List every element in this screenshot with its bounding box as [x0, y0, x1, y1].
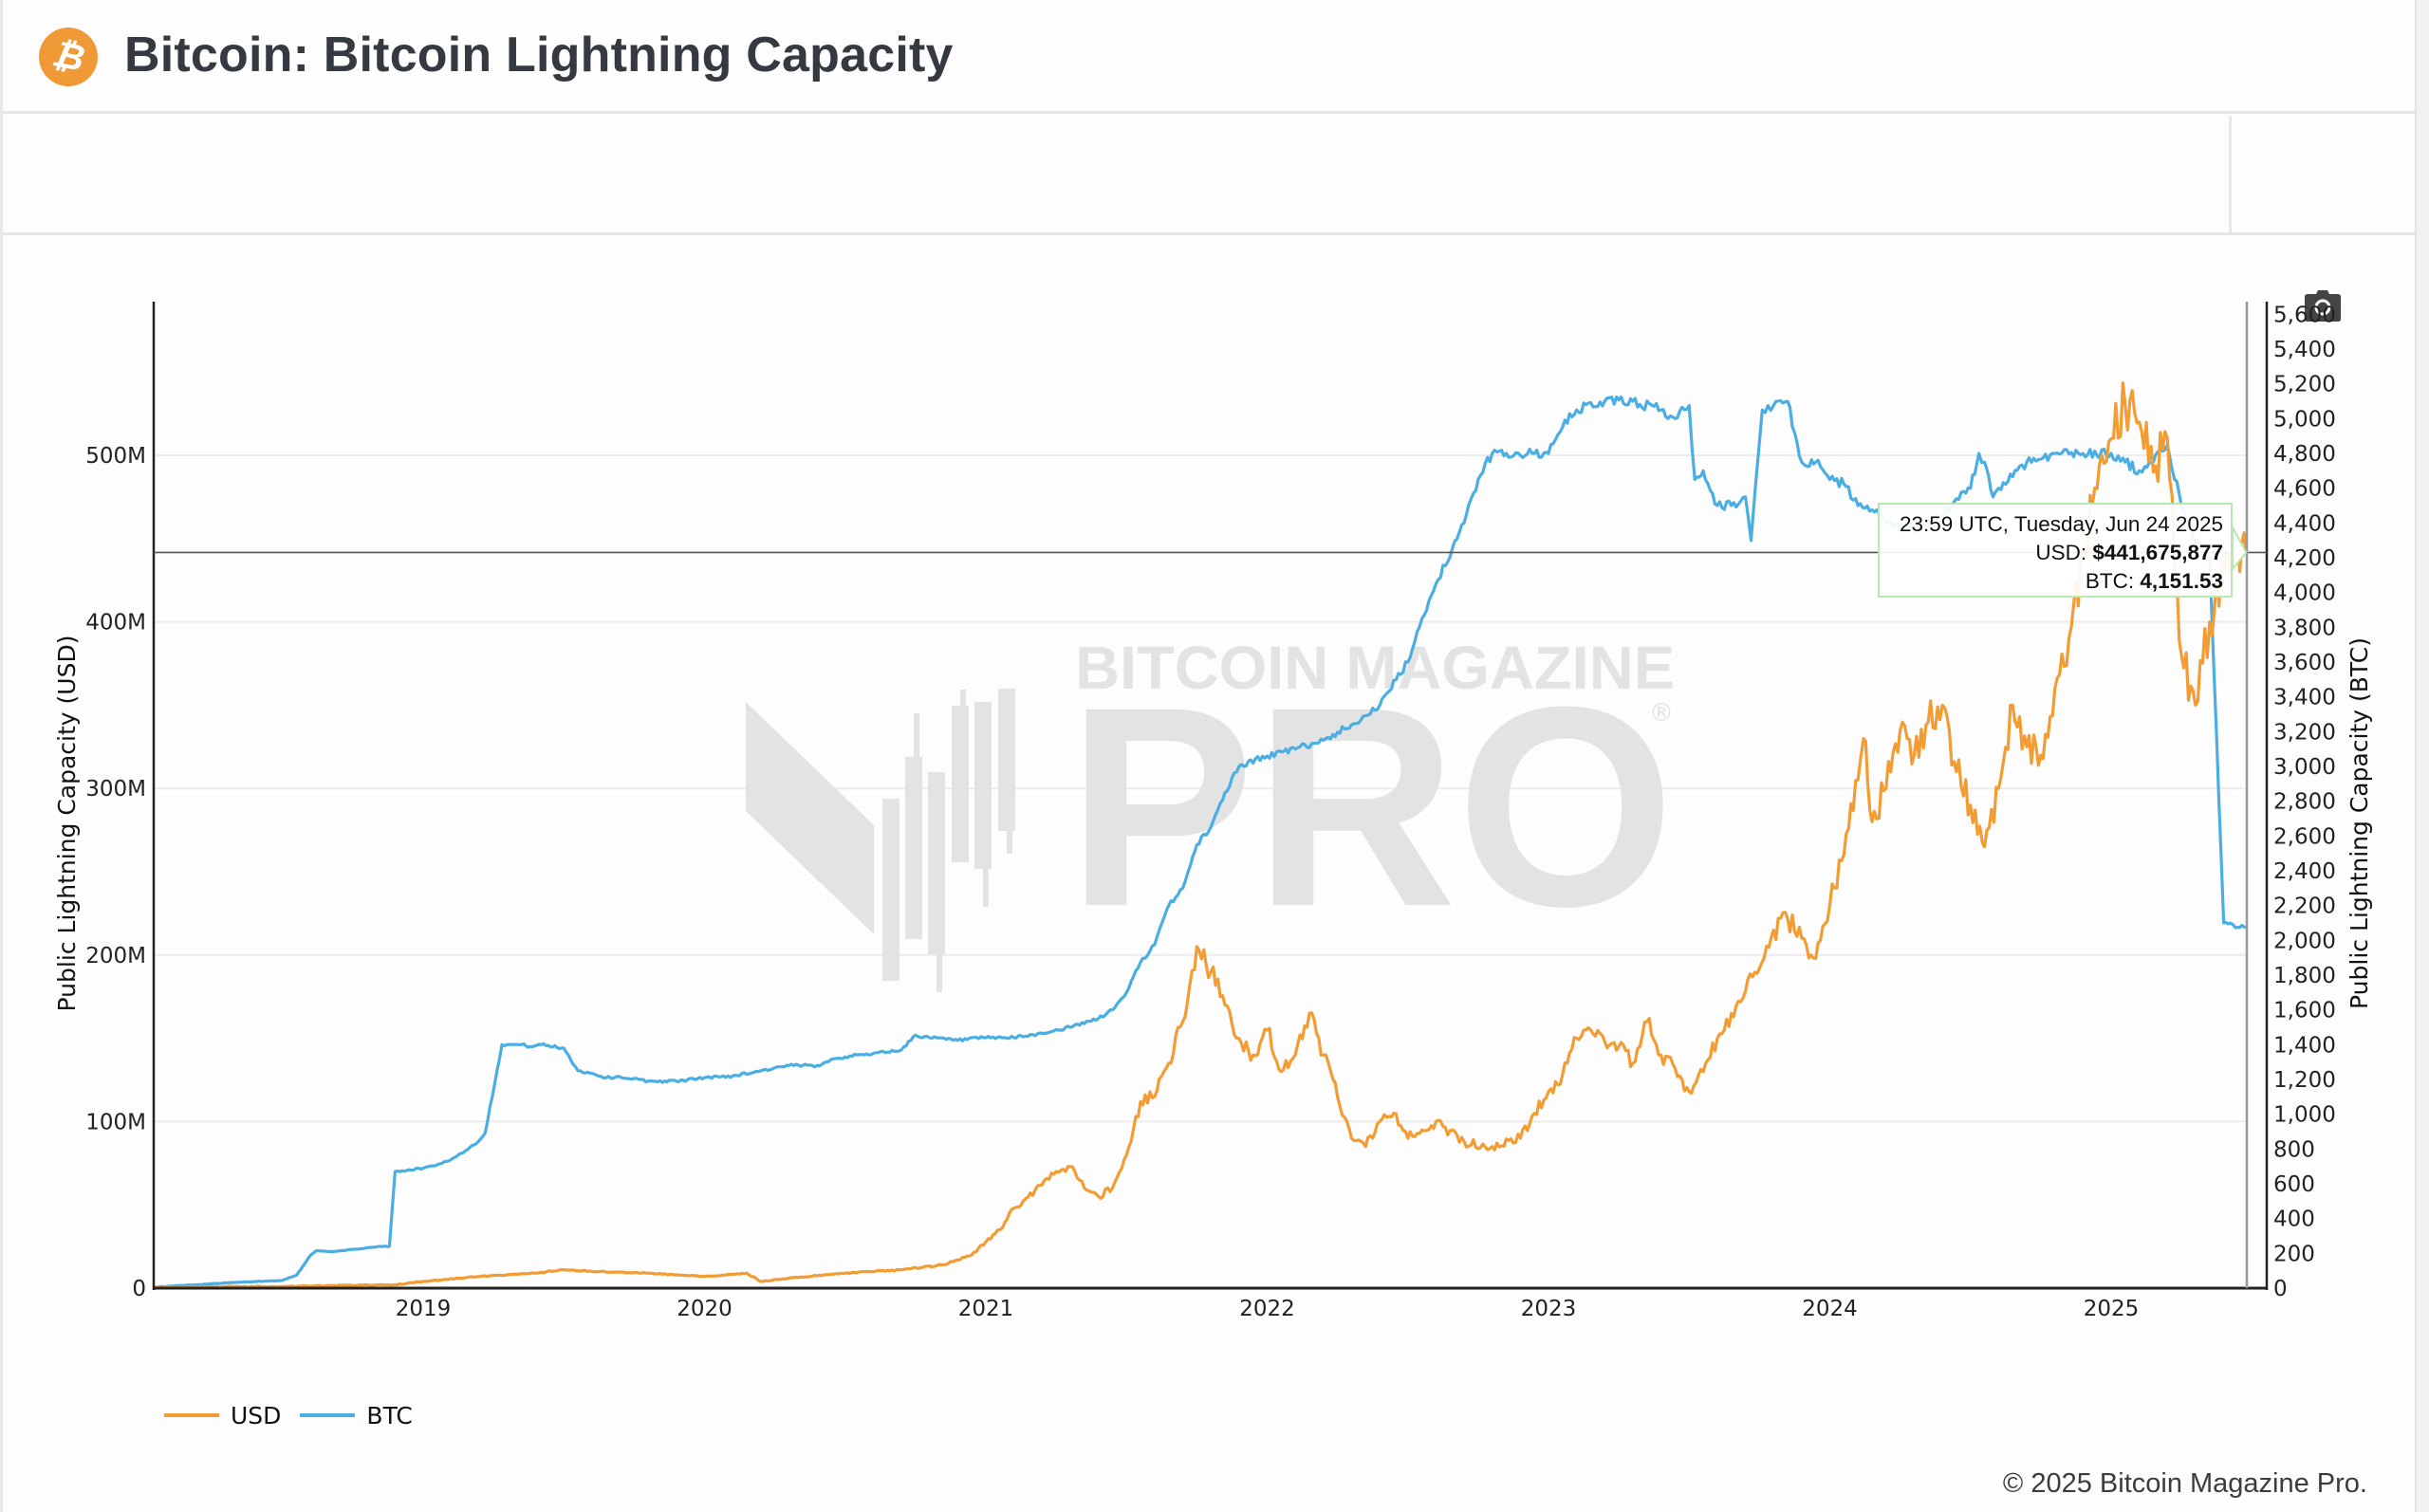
- y-left-tick-label: 400M: [85, 611, 146, 636]
- x-tick-label: 2024: [1802, 1297, 1858, 1321]
- legend-swatch-usd: [164, 1413, 219, 1417]
- y-right-tick-label: 3,800: [2273, 616, 2336, 640]
- y-left-tick-label: 0: [132, 1277, 146, 1301]
- y-right-tick-label: 3,400: [2273, 686, 2336, 710]
- x-tick-label: 2022: [1239, 1297, 1295, 1321]
- legend-item-usd[interactable]: USD: [164, 1402, 281, 1429]
- hover-tooltip: 23:59 UTC, Tuesday, Jun 24 2025 USD: $44…: [1878, 503, 2233, 598]
- y-right-tick-label: 1,400: [2273, 1033, 2336, 1058]
- watermark-registered: ®: [1649, 699, 1674, 728]
- y-right-tick-label: 3,600: [2273, 651, 2336, 675]
- legend-swatch-btc: [300, 1413, 356, 1417]
- y-right-tick-label: 600: [2273, 1172, 2315, 1197]
- watermark-top-text: BITCOIN MAGAZINE: [1075, 634, 1675, 702]
- legend-label-btc: BTC: [366, 1401, 413, 1429]
- y-right-tick-label: 4,200: [2273, 546, 2336, 571]
- lightning-capacity-chart: BITCOIN MAGAZINE PRO ® 0 100M 200M 300M 400M…: [53, 302, 2373, 1321]
- y-left-tick-label: 300M: [85, 777, 146, 802]
- x-tick-label: 2021: [958, 1297, 1014, 1321]
- y-right-tick-label: 1,200: [2273, 1068, 2336, 1093]
- y-left-tick-label: 100M: [85, 1110, 146, 1134]
- tooltip-btc-value: 4,151.53: [2140, 569, 2223, 593]
- y-right-tick-label: 2,000: [2273, 929, 2336, 953]
- y-right-tick-label: 1,000: [2273, 1103, 2336, 1128]
- watermark-logo-mark: [746, 689, 1015, 992]
- series-line-usd: [153, 381, 2248, 1290]
- watermark: BITCOIN MAGAZINE PRO ®: [746, 634, 1675, 992]
- y-right-tick-label: 2,200: [2273, 894, 2336, 919]
- toolbar-divider: [2229, 116, 2232, 232]
- legend-label-usd: USD: [231, 1401, 282, 1429]
- tooltip-usd-label: USD:: [2035, 541, 2093, 564]
- watermark-main-text: PRO: [1067, 647, 1675, 966]
- x-tick-label: 2023: [1521, 1297, 1577, 1321]
- bitcoin-icon: ₿: [39, 28, 98, 86]
- y-right-tick-label: 5,000: [2273, 407, 2336, 432]
- y-right-tick-label: 4,600: [2273, 477, 2336, 502]
- copyright-footer: © 2025 Bitcoin Magazine Pro.: [2002, 1468, 2367, 1499]
- x-tick-label: 2019: [396, 1297, 452, 1321]
- legend-item-btc[interactable]: BTC: [300, 1401, 413, 1429]
- tooltip-btc-label: BTC:: [2085, 569, 2141, 593]
- tooltip-pointer: [2232, 526, 2248, 572]
- y-right-tick-label: 5,200: [2273, 373, 2336, 397]
- page-title: Bitcoin: Bitcoin Lightning Capacity: [124, 28, 954, 83]
- camera-icon[interactable]: [2305, 290, 2341, 322]
- x-tick-label: 2025: [2084, 1297, 2140, 1321]
- y-right-tick-label: 2,400: [2273, 859, 2336, 884]
- x-tick-label: 2020: [677, 1297, 732, 1321]
- y-right-tick-label: 4,400: [2273, 511, 2336, 536]
- axes-layer: 0 100M 200M 300M 400M 500M 0 200 400 600 800 1,000 1…: [53, 302, 2373, 1321]
- y-right-tick-label: 5,400: [2273, 338, 2336, 362]
- y-left-tick-label: 200M: [85, 944, 146, 968]
- tooltip-date: 23:59 UTC, Tuesday, Jun 24 2025: [1899, 512, 2223, 536]
- page-header: ₿ Bitcoin: Bitcoin Lightning Capacity: [3, 0, 2415, 114]
- y-right-tick-label: 4,800: [2273, 442, 2336, 467]
- chart-toolbar: [3, 116, 2415, 322]
- y-right-tick-label: 200: [2273, 1242, 2315, 1266]
- y-right-tick-label: 3,200: [2273, 720, 2336, 745]
- tooltip-usd-value: $441,675,877: [2092, 541, 2223, 564]
- chart-legend: USD BTC: [164, 1400, 432, 1430]
- y-right-tick-label: 5,600: [2273, 303, 2336, 327]
- y-right-axis-title: Public Lightning Capacity (BTC): [2346, 637, 2373, 1009]
- y-left-tick-label: 500M: [85, 444, 146, 469]
- y-right-tick-label: 400: [2273, 1208, 2315, 1232]
- page-scrollbar[interactable]: [2415, 0, 2429, 1512]
- y-right-tick-label: 1,600: [2273, 999, 2336, 1023]
- camera-glyph: [2305, 290, 2341, 322]
- y-left-axis-title: Public Lightning Capacity (USD): [53, 636, 81, 1012]
- y-right-tick-label: 2,800: [2273, 790, 2336, 815]
- tooltip-usd-row: USD: $441,675,877: [1885, 539, 2223, 567]
- y-right-tick-label: 2,600: [2273, 824, 2336, 849]
- y-right-tick-label: 4,000: [2273, 581, 2336, 606]
- y-right-tick-label: 800: [2273, 1137, 2315, 1162]
- y-right-tick-label: 0: [2273, 1277, 2288, 1301]
- y-right-tick-label: 1,800: [2273, 964, 2336, 988]
- tooltip-btc-row: BTC: 4,151.53: [1885, 567, 2223, 596]
- y-right-tick-label: 3,000: [2273, 755, 2336, 780]
